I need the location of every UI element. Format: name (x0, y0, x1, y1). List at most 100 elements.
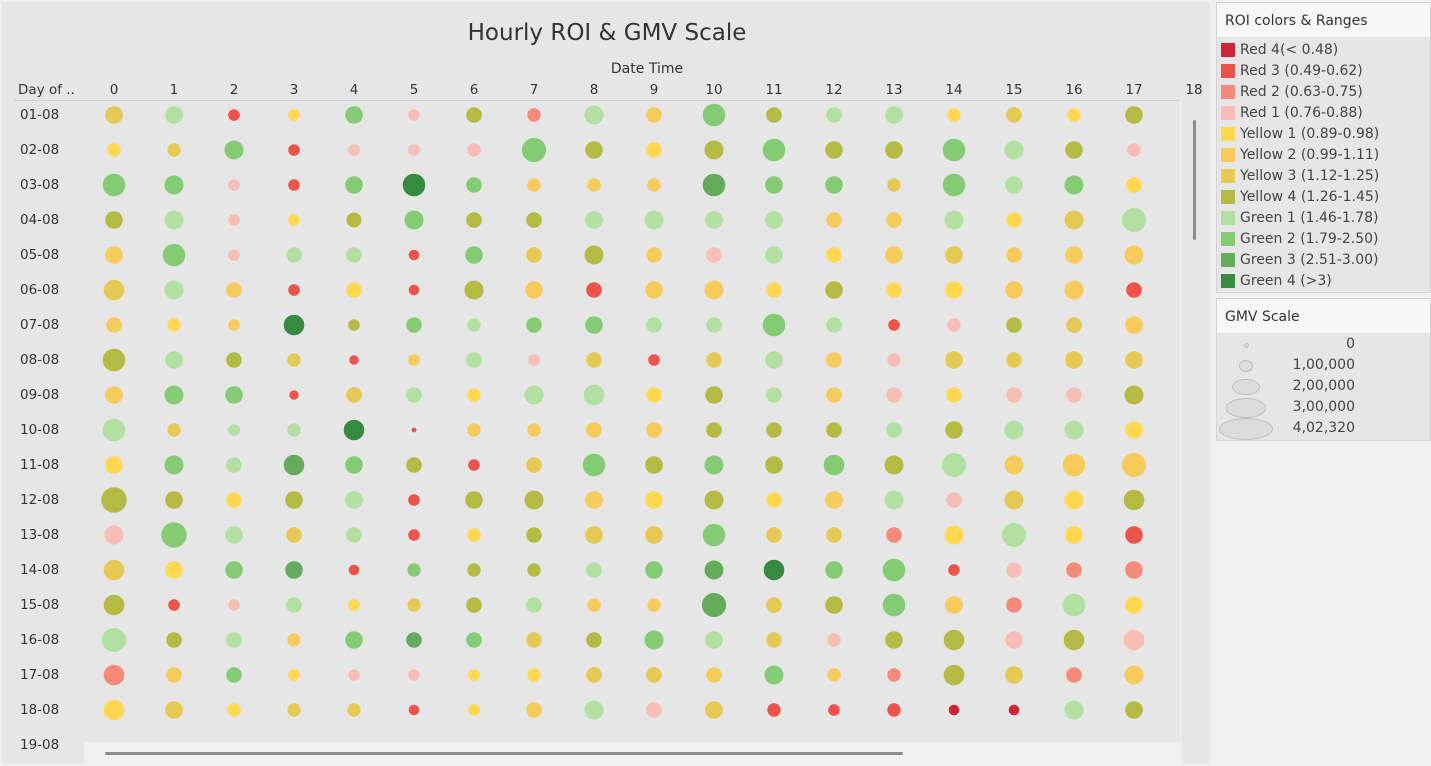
bubble-16-08-h2[interactable] (226, 632, 242, 648)
bubble-07-08-h17[interactable] (1125, 316, 1143, 334)
bubble-04-08-h1[interactable] (164, 210, 184, 230)
bubble-06-08-h5[interactable] (408, 284, 420, 296)
bubble-02-08-h14[interactable] (942, 138, 966, 162)
bubble-10-08-h17[interactable] (1125, 421, 1143, 439)
bubble-12-08-h12[interactable] (825, 491, 843, 509)
bubble-09-08-h7[interactable] (524, 385, 544, 405)
bubble-03-08-h6[interactable] (466, 177, 482, 193)
bubble-14-08-h16[interactable] (1066, 562, 1082, 578)
bubble-18-08-h1[interactable] (165, 701, 183, 719)
bubble-18-08-h15[interactable] (1008, 704, 1020, 716)
bubble-07-08-h0[interactable] (106, 317, 122, 333)
bubble-06-08-h17[interactable] (1126, 282, 1142, 298)
bubble-13-08-h1[interactable] (161, 522, 187, 548)
bubble-15-08-h4[interactable] (348, 599, 360, 611)
bubble-10-08-h1[interactable] (167, 423, 181, 437)
bubble-10-08-h3[interactable] (287, 423, 301, 437)
bubble-14-08-h7[interactable] (527, 563, 541, 577)
row-axis-header[interactable]: Day of .. (18, 82, 75, 98)
bubble-16-08-h1[interactable] (166, 632, 182, 648)
bubble-12-08-h7[interactable] (524, 490, 544, 510)
bubble-13-08-h14[interactable] (944, 525, 964, 545)
bubble-08-08-h0[interactable] (102, 348, 126, 372)
bubble-02-08-h0[interactable] (107, 143, 121, 157)
bubble-01-08-h3[interactable] (288, 109, 300, 121)
bubble-07-08-h5[interactable] (406, 317, 422, 333)
bubble-16-08-h7[interactable] (526, 632, 542, 648)
bubble-16-08-h9[interactable] (644, 630, 664, 650)
bubble-08-08-h6[interactable] (466, 352, 482, 368)
bubble-18-08-h11[interactable] (767, 703, 781, 717)
bubble-12-08-h10[interactable] (704, 490, 724, 510)
bubble-01-08-h12[interactable] (826, 107, 842, 123)
bubble-05-08-h16[interactable] (1065, 246, 1083, 264)
bubble-01-08-h17[interactable] (1125, 106, 1143, 124)
bubble-08-08-h12[interactable] (826, 352, 842, 368)
bubble-17-08-h1[interactable] (166, 667, 182, 683)
bubble-07-08-h4[interactable] (348, 319, 360, 331)
bubble-18-08-h9[interactable] (646, 702, 662, 718)
bubble-01-08-h5[interactable] (408, 109, 420, 121)
bubble-09-08-h0[interactable] (105, 386, 123, 404)
bubble-02-08-h10[interactable] (704, 140, 724, 160)
bubble-03-08-h15[interactable] (1005, 176, 1023, 194)
bubble-07-08-h1[interactable] (167, 318, 181, 332)
bubble-11-08-h10[interactable] (704, 455, 724, 475)
bubble-13-08-h16[interactable] (1065, 526, 1083, 544)
bubble-02-08-h12[interactable] (825, 141, 843, 159)
bubble-18-08-h10[interactable] (705, 701, 723, 719)
bubble-03-08-h9[interactable] (647, 178, 661, 192)
bubble-06-08-h7[interactable] (525, 281, 543, 299)
bubble-02-08-h13[interactable] (885, 141, 903, 159)
bubble-11-08-h14[interactable] (941, 452, 967, 478)
bubble-15-08-h6[interactable] (466, 597, 482, 613)
bubble-10-08-h7[interactable] (527, 423, 541, 437)
bubble-04-08-h12[interactable] (826, 212, 842, 228)
bubble-05-08-h8[interactable] (584, 245, 604, 265)
bubble-10-08-h16[interactable] (1064, 420, 1084, 440)
bubble-06-08-h3[interactable] (288, 284, 300, 296)
bubble-03-08-h14[interactable] (942, 173, 966, 197)
bubble-05-08-h3[interactable] (286, 247, 302, 263)
gmv-legend-item[interactable]: 3,00,000 (1217, 397, 1430, 418)
bubble-05-08-h15[interactable] (1006, 247, 1022, 263)
gmv-legend-item[interactable]: 2,00,000 (1217, 376, 1430, 397)
bubble-09-08-h2[interactable] (225, 386, 243, 404)
bubble-13-08-h2[interactable] (225, 526, 243, 544)
bubble-18-08-h8[interactable] (584, 700, 604, 720)
bubble-06-08-h14[interactable] (945, 281, 963, 299)
bubble-05-08-h2[interactable] (228, 249, 240, 261)
gmv-legend-item[interactable]: 1,00,000 (1217, 355, 1430, 376)
bubble-13-08-h12[interactable] (826, 527, 842, 543)
roi-legend-item[interactable]: Red 3 (0.49-0.62) (1217, 61, 1430, 82)
bubble-12-08-h5[interactable] (408, 494, 420, 506)
bubble-17-08-h2[interactable] (226, 667, 242, 683)
bubble-05-08-h1[interactable] (162, 243, 186, 267)
bubble-18-08-h16[interactable] (1064, 700, 1084, 720)
bubble-11-08-h6[interactable] (468, 459, 480, 471)
bubble-15-08-h15[interactable] (1006, 597, 1022, 613)
bubble-06-08-h9[interactable] (645, 281, 663, 299)
bubble-04-08-h4[interactable] (346, 212, 362, 228)
bubble-07-08-h16[interactable] (1066, 317, 1082, 333)
bubble-04-08-h5[interactable] (404, 210, 424, 230)
bubble-12-08-h11[interactable] (766, 492, 782, 508)
horizontal-scroll-thumb[interactable] (105, 752, 903, 755)
bubble-01-08-h13[interactable] (885, 106, 903, 124)
bubble-13-08-h13[interactable] (886, 527, 902, 543)
bubble-03-08-h0[interactable] (102, 173, 126, 197)
bubble-05-08-h17[interactable] (1124, 245, 1144, 265)
bubble-15-08-h16[interactable] (1062, 593, 1086, 617)
bubble-13-08-h11[interactable] (766, 527, 782, 543)
bubble-02-08-h17[interactable] (1127, 143, 1141, 157)
bubble-17-08-h0[interactable] (103, 664, 125, 686)
bubble-14-08-h13[interactable] (882, 558, 906, 582)
bubble-09-08-h15[interactable] (1006, 387, 1022, 403)
bubble-11-08-h1[interactable] (164, 455, 184, 475)
bubble-10-08-h14[interactable] (945, 421, 963, 439)
bubble-03-08-h11[interactable] (765, 176, 783, 194)
bubble-13-08-h7[interactable] (526, 527, 542, 543)
roi-legend-item[interactable]: Red 4(< 0.48) (1217, 40, 1430, 61)
bubble-07-08-h14[interactable] (947, 318, 961, 332)
bubble-07-08-h7[interactable] (526, 317, 542, 333)
